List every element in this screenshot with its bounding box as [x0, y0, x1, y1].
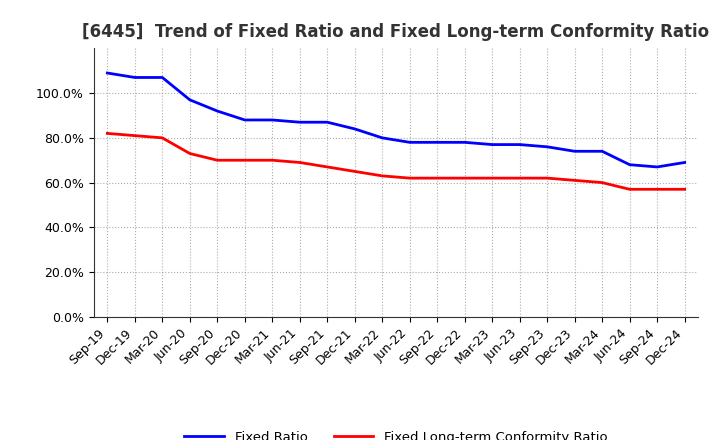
Fixed Long-term Conformity Ratio: [295, 160, 304, 165]
Fixed Long-term Conformity Ratio: [570, 178, 579, 183]
Fixed Ratio: [130, 75, 139, 80]
Fixed Long-term Conformity Ratio: [516, 176, 524, 181]
Fixed Long-term Conformity Ratio: [488, 176, 497, 181]
Line: Fixed Ratio: Fixed Ratio: [107, 73, 685, 167]
Fixed Long-term Conformity Ratio: [433, 176, 441, 181]
Fixed Ratio: [323, 120, 332, 125]
Fixed Ratio: [570, 149, 579, 154]
Fixed Ratio: [405, 139, 414, 145]
Fixed Ratio: [268, 117, 276, 123]
Line: Fixed Long-term Conformity Ratio: Fixed Long-term Conformity Ratio: [107, 133, 685, 189]
Fixed Long-term Conformity Ratio: [378, 173, 387, 179]
Fixed Ratio: [653, 164, 662, 169]
Fixed Ratio: [295, 120, 304, 125]
Fixed Long-term Conformity Ratio: [323, 164, 332, 169]
Fixed Long-term Conformity Ratio: [543, 176, 552, 181]
Fixed Long-term Conformity Ratio: [103, 131, 112, 136]
Fixed Long-term Conformity Ratio: [653, 187, 662, 192]
Fixed Long-term Conformity Ratio: [351, 169, 359, 174]
Fixed Ratio: [351, 126, 359, 132]
Fixed Long-term Conformity Ratio: [460, 176, 469, 181]
Fixed Long-term Conformity Ratio: [626, 187, 634, 192]
Fixed Ratio: [103, 70, 112, 76]
Fixed Long-term Conformity Ratio: [186, 151, 194, 156]
Fixed Ratio: [488, 142, 497, 147]
Fixed Ratio: [598, 149, 606, 154]
Fixed Long-term Conformity Ratio: [268, 158, 276, 163]
Fixed Ratio: [378, 135, 387, 140]
Fixed Long-term Conformity Ratio: [158, 135, 166, 140]
Title: [6445]  Trend of Fixed Ratio and Fixed Long-term Conformity Ratio: [6445] Trend of Fixed Ratio and Fixed Lo…: [82, 23, 710, 41]
Fixed Long-term Conformity Ratio: [130, 133, 139, 138]
Fixed Ratio: [158, 75, 166, 80]
Fixed Ratio: [213, 108, 222, 114]
Fixed Long-term Conformity Ratio: [213, 158, 222, 163]
Fixed Ratio: [460, 139, 469, 145]
Fixed Long-term Conformity Ratio: [680, 187, 689, 192]
Fixed Ratio: [186, 97, 194, 103]
Fixed Ratio: [680, 160, 689, 165]
Fixed Ratio: [516, 142, 524, 147]
Fixed Ratio: [543, 144, 552, 150]
Fixed Ratio: [240, 117, 249, 123]
Fixed Ratio: [433, 139, 441, 145]
Fixed Long-term Conformity Ratio: [405, 176, 414, 181]
Fixed Long-term Conformity Ratio: [598, 180, 606, 185]
Fixed Ratio: [626, 162, 634, 167]
Legend: Fixed Ratio, Fixed Long-term Conformity Ratio: Fixed Ratio, Fixed Long-term Conformity …: [179, 425, 613, 440]
Fixed Long-term Conformity Ratio: [240, 158, 249, 163]
